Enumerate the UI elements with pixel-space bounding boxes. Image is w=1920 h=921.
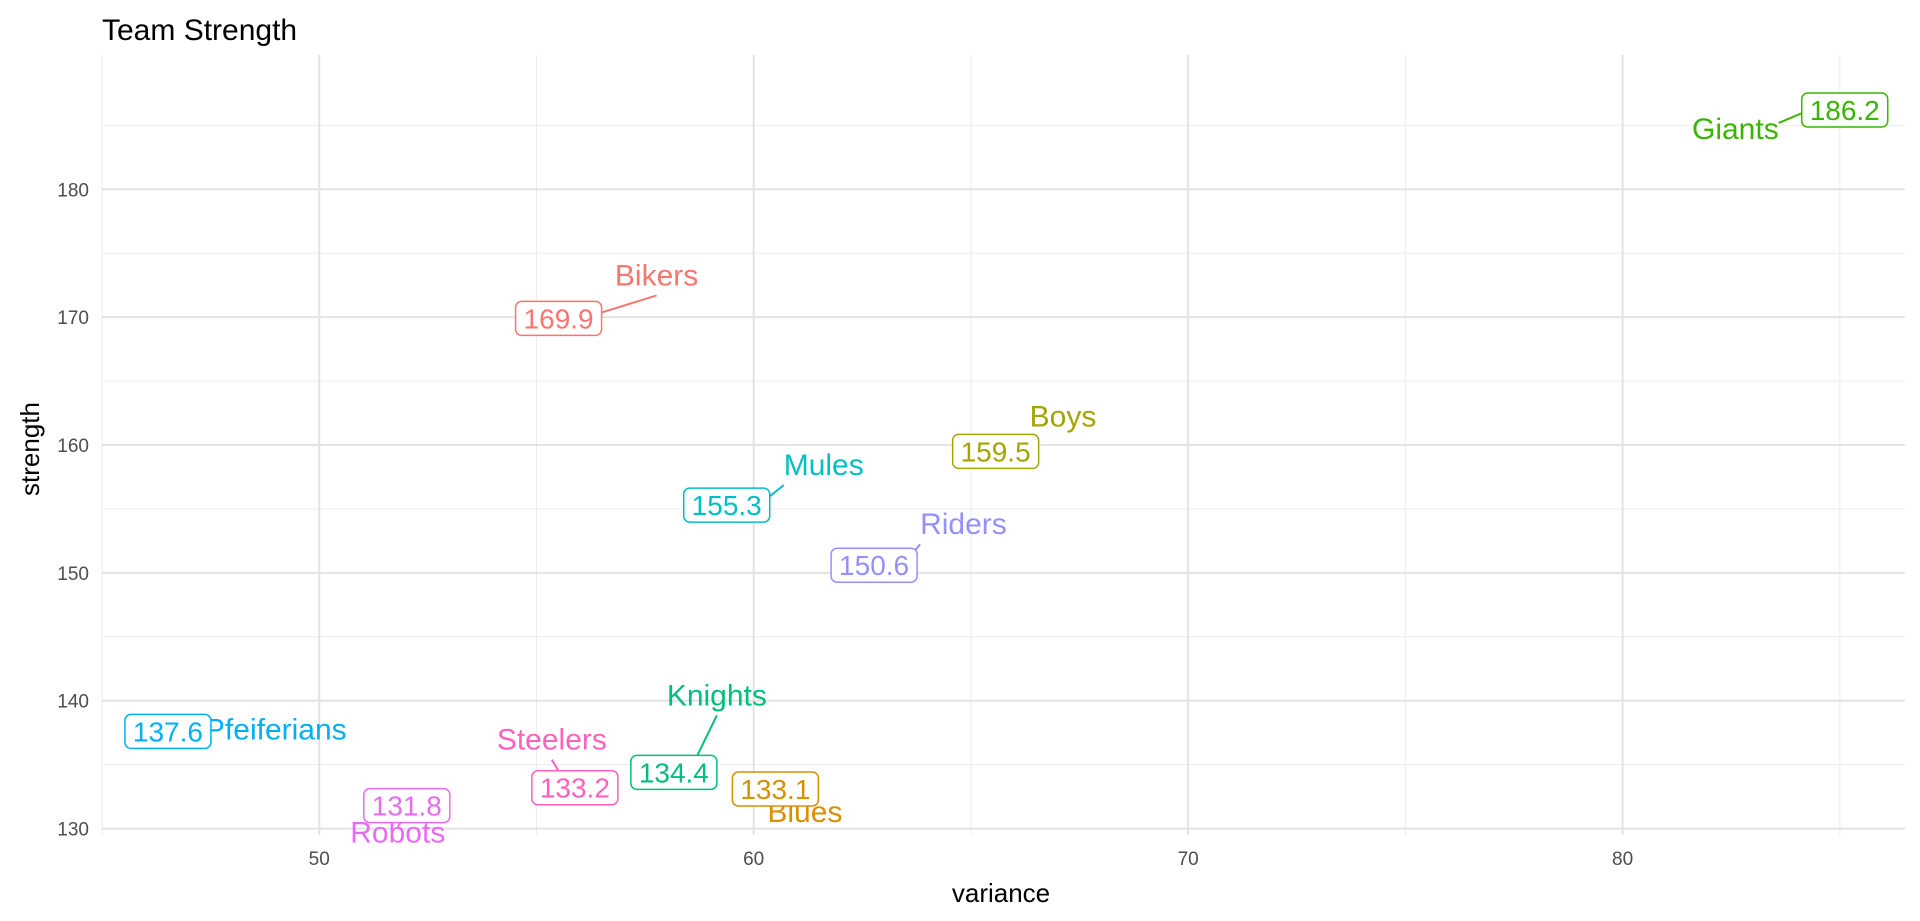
y-tick-label: 170 xyxy=(57,308,89,329)
y-tick-label: 140 xyxy=(57,692,89,713)
value-label: 150.6 xyxy=(839,550,909,581)
point-mules: Mules 155.3 xyxy=(682,449,864,523)
point-steelers: Steelers 133.2 xyxy=(497,724,619,806)
value-label: 159.5 xyxy=(961,436,1031,467)
x-tick-label: 70 xyxy=(1178,849,1199,870)
value-label-box xyxy=(363,787,451,824)
x-tick-label: 60 xyxy=(743,849,764,870)
value-label-box xyxy=(951,433,1040,470)
value-label: 134.4 xyxy=(639,757,709,788)
value-label: 133.2 xyxy=(540,773,610,804)
value-label: 155.3 xyxy=(692,490,762,521)
value-label-box xyxy=(124,713,212,750)
team-name-label: Knights xyxy=(667,679,767,712)
value-label-box xyxy=(531,769,619,806)
x-axis-ticks: 50 60 70 80 xyxy=(309,849,1634,870)
y-tick-label: 160 xyxy=(57,436,89,457)
y-axis-title: strength xyxy=(15,402,45,496)
value-label-box xyxy=(682,487,771,523)
y-tick-label: 150 xyxy=(57,564,89,585)
point-giants: Giants 186.2 xyxy=(1692,92,1889,146)
y-tick-label: 180 xyxy=(57,180,89,201)
x-axis-title: variance xyxy=(952,878,1050,908)
team-name-label: Mules xyxy=(784,449,864,482)
value-label-box xyxy=(1800,92,1889,128)
x-tick-label: 50 xyxy=(309,849,330,870)
chart-title: Team Strength xyxy=(102,14,297,47)
point-bikers: Bikers 169.9 xyxy=(514,259,698,337)
value-label: 131.8 xyxy=(372,791,442,822)
value-label: 186.2 xyxy=(1810,95,1880,126)
y-tick-label: 130 xyxy=(57,820,89,841)
value-label: 169.9 xyxy=(524,303,594,334)
team-name-label: Steelers xyxy=(497,724,607,757)
y-axis-ticks: 130 140 150 160 170 180 xyxy=(57,180,89,840)
value-label-box xyxy=(514,300,603,337)
point-knights: Knights 134.4 xyxy=(630,679,767,791)
value-label: 133.1 xyxy=(740,774,810,805)
value-label-box xyxy=(731,771,820,807)
team-name-label: Boys xyxy=(1030,400,1097,433)
value-label-box xyxy=(630,754,718,791)
team-name-label: Giants xyxy=(1692,113,1779,146)
value-label-box xyxy=(830,547,918,583)
team-name-label: Bikers xyxy=(615,259,698,292)
grid-lines xyxy=(101,55,1905,835)
point-riders: Riders 150.6 xyxy=(830,508,1007,583)
team-name-label: Pfeiferians xyxy=(205,713,347,746)
value-label: 137.6 xyxy=(133,716,203,747)
x-tick-label: 80 xyxy=(1612,849,1633,870)
team-name-label: Riders xyxy=(920,508,1007,541)
